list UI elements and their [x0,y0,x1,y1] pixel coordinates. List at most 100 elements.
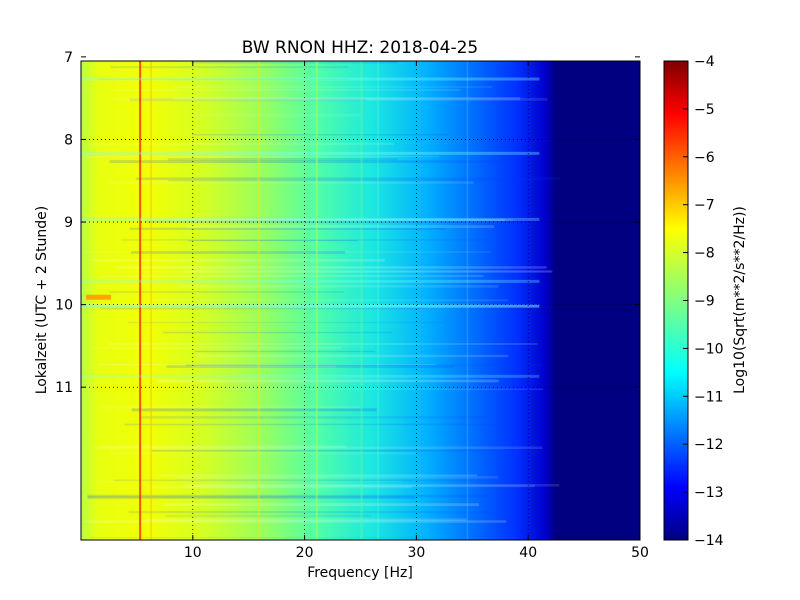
spectrogram-streak [108,291,344,293]
y-tick-label: 8 [64,132,73,148]
chart-title: BW RNON HHZ: 2018-04-25 [242,38,478,58]
colorbar-scale [663,60,689,541]
colorbar: −4 −5 −6 −7 −8 −9 −10 −11 −12 −13 −14 Log10(Sqrt(m… [663,54,748,549]
colorbar-tick-label: −10 [694,341,724,357]
spectrogram-streak [191,113,362,117]
spectrogram-streak [137,388,544,390]
spectrogram-streak [116,266,547,269]
spectrogram-streak [151,449,504,452]
spectrogram-streak [84,520,507,523]
spectrogram-event-band [81,374,540,378]
spectrogram-streak [84,155,440,158]
x-tick-label: 40 [519,545,537,561]
colorbar-tick-label: −6 [694,150,715,166]
spectrogram-streak [101,445,347,448]
spectrogram-streak [110,66,349,69]
spectrogram-tone-line [315,61,318,540]
y-axis-ticks: 7 8 9 10 11 [55,50,640,396]
spectrogram-streak [173,86,493,89]
spectrogram-event-band [81,279,540,283]
spectrogram-event-band [81,77,540,81]
spectrogram-hotspot [86,294,111,300]
spectrogram-tone-line [360,61,363,540]
y-tick-label: 10 [55,298,73,314]
colorbar-tick-label: −8 [694,246,715,262]
spectrogram-event-band [81,304,540,308]
colorbar-tick-label: −4 [694,54,715,70]
colorbar-tick-label: −12 [694,437,724,453]
spectrogram-tone-line [377,61,379,540]
spectrogram-streak [166,365,455,369]
spectrogram-streak [127,321,445,324]
colorbar-tick-label: −11 [694,389,724,405]
spectrogram-plot-area [81,61,640,540]
spectrogram-streak [124,423,504,426]
spectrogram-streak [185,363,543,367]
spectrogram-streak [128,511,494,514]
spectrogram-streak [162,331,393,334]
spectrogram-streak [83,251,491,253]
spectrogram-streak [157,474,477,477]
spectrogram-streak [194,350,376,353]
spectrogram-streak [91,259,385,262]
spectrogram-streak [113,89,460,91]
spectrogram-streak [173,97,521,100]
colorbar-tick-label: −9 [694,294,715,310]
spectrogram-streak [148,485,412,489]
spectrogram-streak [191,366,336,368]
y-tick-label: 7 [64,50,73,66]
colorbar-tick-label: −13 [694,485,724,501]
spectrogram-streak [93,446,543,450]
spectrogram-streak [168,179,534,182]
spectrogram-streak [175,475,499,479]
spectrogram-streak [184,484,560,487]
x-tick-label: 20 [296,545,314,561]
spectrogram-event-band [81,217,540,221]
spectrogram-streak [113,479,489,482]
spectrogram-streak [144,220,473,224]
spectrogram-tone-line [150,61,152,540]
colorbar-tick-label: −14 [694,533,724,549]
spectrogram-streak [183,270,553,273]
spectrogram-streak [100,274,484,278]
spectrogram-streak [127,219,514,221]
spectrogram-streak [90,537,427,539]
spectrogram-streak [94,481,402,483]
x-axis-ticks: 10 20 30 40 50 [184,61,649,561]
spectrogram-streak [131,408,377,412]
spectrogram-streak [171,218,505,222]
y-tick-label: 11 [55,380,73,396]
spectrogram-streak [146,518,467,521]
spectrogram-streak [186,225,494,229]
x-tick-label: 50 [631,545,649,561]
spectrogram-streak [129,98,367,102]
colorbar-tick-label: −5 [694,102,715,118]
spectrogram-streak [97,78,350,80]
spectrogram-streak [135,177,560,180]
colorbar-ticks: −4 −5 −6 −7 −8 −9 −10 −11 −12 −13 −14 [683,54,724,549]
spectrogram-streak [108,343,538,345]
spectrogram-tone-line [257,61,260,540]
spectrogram-streak [107,181,474,184]
spectrogram-streak [130,251,346,254]
colorbar-label: Log10(Sqrt(m**2/s**2/Hz)) [732,206,748,394]
spectrogram-streak [164,514,372,518]
spectrogram-streak [109,160,515,164]
spectrogram-streak [129,227,446,230]
spectrogram-streak [121,239,524,241]
spectrogram-background [81,61,640,540]
x-tick-label: 30 [407,545,425,561]
spectrogram-streak [87,496,416,499]
spectrogram-streak [98,363,437,366]
spectrogram-streak [87,494,490,498]
spectrogram-streak [99,405,360,409]
spectrogram-streak [187,484,535,488]
spectrogram-streak [177,285,499,288]
spectrogram-streak [163,503,480,507]
spectrogram-streak [188,240,359,242]
x-tick-label: 10 [184,545,202,561]
x-axis-label: Frequency [Hz] [307,565,413,581]
spectrogram-streak [167,158,398,161]
spectrogram-streak [147,299,509,302]
